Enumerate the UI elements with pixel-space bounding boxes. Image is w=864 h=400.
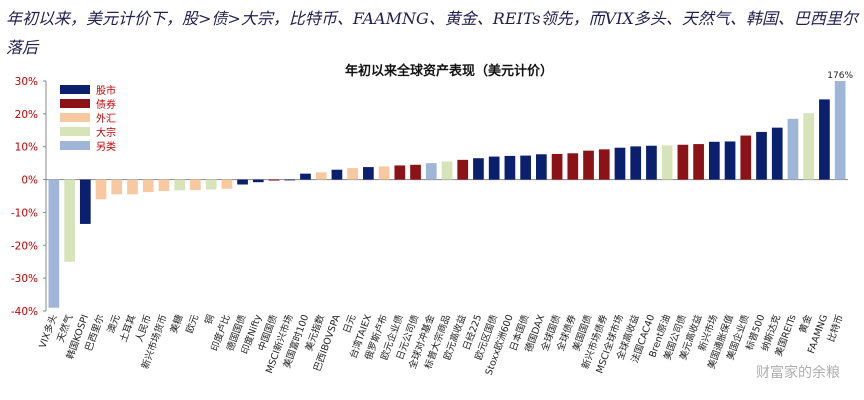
legend-label: 股市: [96, 84, 116, 97]
bar: [347, 168, 358, 180]
x-tick-label: VIX多头: [36, 313, 59, 350]
y-tick-label: -10%: [11, 207, 38, 219]
chart-title: 年初以来全球资产表现（美元计价）: [345, 63, 553, 79]
bar: [174, 179, 186, 191]
bar: [237, 179, 248, 185]
bars: 176%: [48, 71, 853, 308]
y-tick-label: -30%: [11, 273, 38, 285]
x-tick-label: 日元: [342, 313, 359, 335]
bar: [410, 164, 421, 180]
legend-label: 大宗: [96, 126, 116, 139]
bar: [536, 154, 547, 180]
bar: [740, 135, 752, 180]
bar: [190, 179, 201, 191]
bar: [473, 158, 484, 180]
bar: [284, 179, 296, 181]
watermark: 财富家的余粮: [756, 365, 840, 381]
bar: [205, 179, 217, 190]
bar: [598, 149, 610, 180]
bar: [819, 99, 830, 180]
bar: [441, 161, 453, 180]
bar: [221, 179, 233, 189]
bar: [756, 131, 767, 180]
bar: [614, 147, 626, 180]
bar: [142, 179, 154, 193]
bar: [95, 179, 107, 200]
bar: [127, 179, 138, 195]
bar: [693, 144, 704, 180]
bar: [488, 156, 500, 180]
bar: [677, 144, 689, 180]
bar: [661, 145, 673, 180]
x-tick-label: 黄金: [797, 312, 815, 334]
bar: [724, 141, 736, 180]
bar: [646, 145, 657, 180]
y-tick-label: 10%: [15, 142, 38, 154]
bar: [363, 167, 374, 180]
y-tick-label: -40%: [11, 306, 38, 318]
bar: [331, 169, 343, 180]
bar: [48, 179, 60, 308]
y-tick-label: 20%: [15, 109, 38, 121]
legend-label: 债券: [96, 98, 116, 111]
bar: [551, 153, 563, 180]
bar: [394, 165, 406, 180]
x-tick-label: 铜: [202, 313, 217, 326]
bar: [803, 113, 815, 180]
y-tick-label: 0%: [21, 175, 38, 187]
bar: [252, 179, 264, 183]
x-tick-label: 美糖: [168, 312, 186, 334]
headline: 年初以来，美元计价下，股>债>大宗，比特币、FAAMNG、黄金、REITs领先，…: [6, 9, 858, 57]
bar: [425, 163, 437, 180]
legend-swatch: [60, 99, 90, 108]
y-tick-label: -20%: [11, 240, 38, 252]
bar: [315, 172, 327, 180]
x-tick-label: 欧元: [183, 312, 201, 334]
bar: [111, 179, 123, 195]
bar: [567, 153, 579, 180]
bar: [630, 146, 642, 180]
bar: [583, 150, 594, 180]
bar: [79, 179, 91, 224]
bar: [708, 141, 720, 180]
bar: [834, 81, 846, 180]
bar: [300, 173, 311, 180]
bar: [771, 127, 783, 180]
bar: [457, 159, 469, 180]
legend-swatch: [60, 113, 90, 122]
bar: [158, 179, 170, 192]
bar: [378, 166, 390, 180]
y-tick-label: 30%: [15, 76, 38, 88]
legend-swatch: [60, 141, 90, 150]
legend-label: 另类: [96, 140, 116, 153]
x-tick-label: 澳元: [105, 312, 123, 334]
bar: [64, 179, 75, 262]
legend-swatch: [60, 85, 90, 94]
bar: [268, 179, 280, 181]
bar: [787, 118, 799, 180]
legend-swatch: [60, 127, 90, 136]
legend-label: 外汇: [96, 112, 116, 125]
bar: [504, 155, 516, 180]
bar: [520, 155, 531, 180]
y-axis: -40% -30% -20% -10% 0% 10% 20% 30%: [11, 76, 848, 318]
bar-value-label: 176%: [827, 71, 853, 81]
